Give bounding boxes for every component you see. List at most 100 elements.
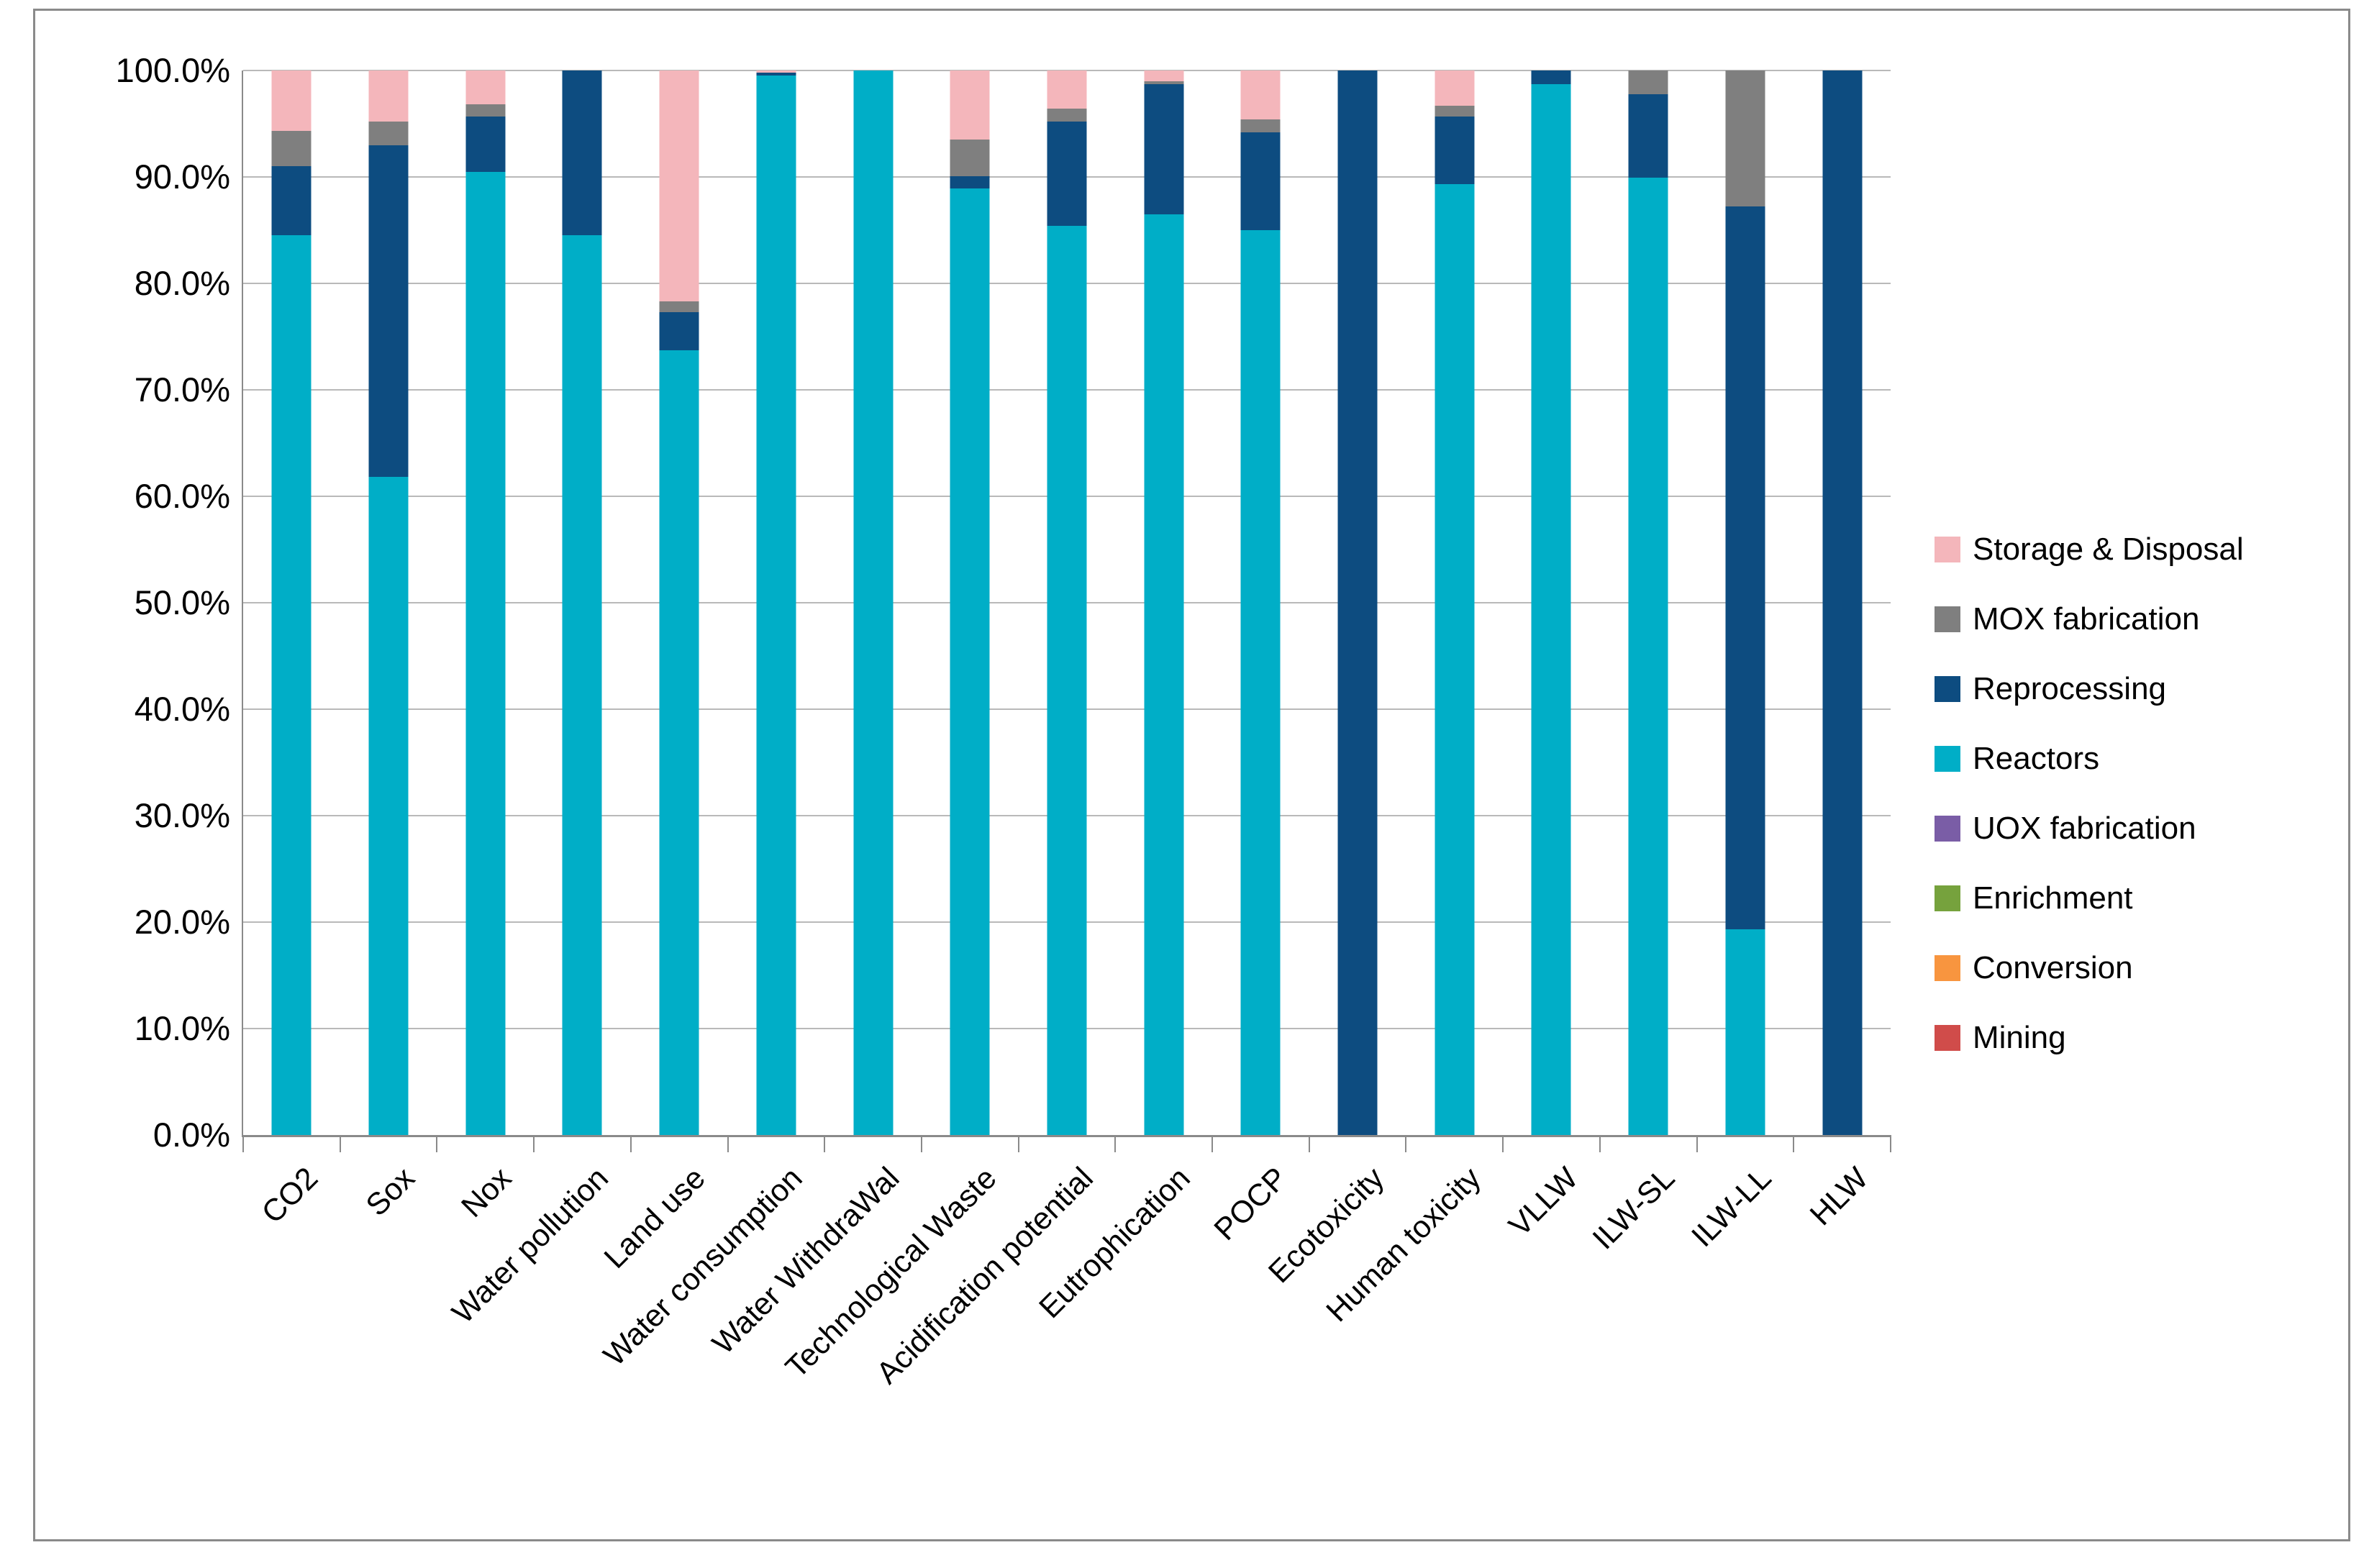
segment-mox-fabrication-land-use bbox=[659, 301, 699, 312]
segment-reactors-land-use bbox=[659, 350, 699, 1135]
category-slot-nox bbox=[437, 70, 534, 1135]
x-tick-10 bbox=[1211, 1135, 1213, 1152]
y-axis-line bbox=[242, 70, 243, 1135]
legend: Storage & Disposal MOX fabrication Reproce… bbox=[1935, 514, 2244, 1072]
segment-storage-disposal-land-use bbox=[659, 70, 699, 302]
bar-water-pollution bbox=[562, 70, 602, 1135]
bar-land-use bbox=[659, 70, 699, 1135]
x-tick-11 bbox=[1309, 1135, 1310, 1152]
y-tick-label-60.0: 60.0% bbox=[134, 477, 230, 515]
segment-reprocessing-sox bbox=[368, 145, 409, 478]
x-tick-1 bbox=[340, 1135, 341, 1152]
x-axis-label-vllw: VLLW bbox=[1501, 1160, 1585, 1244]
legend-swatch-reactors bbox=[1935, 745, 1960, 772]
category-slot-technological-waste bbox=[922, 70, 1019, 1135]
segment-reactors-acidification-potential bbox=[1047, 226, 1087, 1135]
segment-reprocessing-vllw bbox=[1531, 70, 1571, 85]
y-tick-label-90.0: 90.0% bbox=[134, 158, 230, 196]
bar-technological-waste bbox=[950, 70, 990, 1135]
segment-mox-fabrication-acidification-potential bbox=[1047, 109, 1087, 122]
category-slot-pocp bbox=[1212, 70, 1309, 1135]
segment-reprocessing-technological-waste bbox=[950, 176, 990, 189]
legend-item-uox-fabrication: UOX fabrication bbox=[1935, 793, 2244, 863]
x-tick-7 bbox=[921, 1135, 922, 1152]
x-tick-2 bbox=[436, 1135, 437, 1152]
segment-reprocessing-ilw-ll bbox=[1725, 206, 1765, 930]
category-slot-co2 bbox=[243, 70, 340, 1135]
segment-mox-fabrication-sox bbox=[368, 122, 409, 145]
segment-mox-fabrication-ilw-ll bbox=[1725, 70, 1765, 207]
x-tick-3 bbox=[533, 1135, 535, 1152]
segment-mox-fabrication-technological-waste bbox=[950, 140, 990, 176]
gridline-100.0 bbox=[243, 70, 1891, 71]
segment-reprocessing-ilw-sl bbox=[1628, 94, 1668, 178]
legend-swatch-mox-fabrication bbox=[1935, 606, 1960, 632]
segment-mox-fabrication-eutrophication bbox=[1144, 81, 1184, 85]
category-slot-ecotoxicity bbox=[1309, 70, 1406, 1135]
segment-mox-fabrication-ilw-sl bbox=[1628, 70, 1668, 94]
legend-item-mox-fabrication: MOX fabrication bbox=[1935, 584, 2244, 654]
segment-reprocessing-acidification-potential bbox=[1047, 122, 1087, 227]
x-axis-label-nox: Nox bbox=[455, 1160, 519, 1224]
segment-storage-disposal-eutrophication bbox=[1144, 70, 1184, 81]
segment-storage-disposal-acidification-potential bbox=[1047, 70, 1087, 109]
segment-reprocessing-hlw bbox=[1822, 70, 1863, 1135]
plot-area: 100.0% 90.0% 80.0% 70.0% 60.0% 50.0% 40.0% 30.0… bbox=[116, 53, 1891, 1390]
category-slot-human-toxicity bbox=[1406, 70, 1503, 1135]
bar-sox bbox=[368, 70, 409, 1135]
bar-vllw bbox=[1531, 70, 1571, 1135]
y-tick-label-100.0: 100.0% bbox=[115, 51, 230, 89]
legend-item-reactors: Reactors bbox=[1935, 724, 2244, 793]
segment-storage-disposal-pocp bbox=[1240, 70, 1281, 120]
legend-label-enrichment: Enrichment bbox=[1973, 880, 2133, 916]
segment-reactors-eutrophication bbox=[1144, 214, 1184, 1135]
segment-reactors-sox bbox=[368, 477, 409, 1135]
x-axis-line bbox=[242, 1135, 1891, 1137]
segment-reactors-water-withdrawal bbox=[853, 70, 894, 1135]
category-slot-acidification-potential bbox=[1019, 70, 1116, 1135]
category-slot-vllw bbox=[1503, 70, 1600, 1135]
bar-water-withdrawal bbox=[853, 70, 894, 1135]
segment-reprocessing-water-consumption bbox=[756, 72, 796, 76]
legend-label-mox-fabrication: MOX fabrication bbox=[1973, 601, 2200, 637]
bar-human-toxicity bbox=[1435, 70, 1475, 1135]
y-tick-label-40.0: 40.0% bbox=[134, 690, 230, 728]
segment-reprocessing-water-pollution bbox=[562, 70, 602, 236]
x-axis-label-co2: CO2 bbox=[255, 1160, 325, 1231]
x-tick-6 bbox=[824, 1135, 825, 1152]
legend-item-conversion: Conversion bbox=[1935, 933, 2244, 1003]
segment-reactors-water-pollution bbox=[562, 235, 602, 1135]
category-slot-eutrophication bbox=[1115, 70, 1212, 1135]
bar-eutrophication bbox=[1144, 70, 1184, 1135]
segment-reprocessing-pocp bbox=[1240, 132, 1281, 230]
segment-storage-disposal-co2 bbox=[271, 70, 312, 132]
category-slot-ilw-sl bbox=[1600, 70, 1697, 1135]
chart-figure: 100.0% 90.0% 80.0% 70.0% 60.0% 50.0% 40.0% 30.0… bbox=[33, 9, 2350, 1541]
segment-storage-disposal-sox bbox=[368, 70, 409, 122]
y-tick-label-20.0: 20.0% bbox=[134, 903, 230, 941]
x-axis-label-hlw: HLW bbox=[1804, 1160, 1876, 1233]
segment-reactors-technological-waste bbox=[950, 188, 990, 1135]
segment-storage-disposal-technological-waste bbox=[950, 70, 990, 140]
segment-reprocessing-nox bbox=[465, 116, 506, 172]
bar-nox bbox=[465, 70, 506, 1135]
segment-reprocessing-co2 bbox=[271, 166, 312, 236]
legend-swatch-conversion bbox=[1935, 954, 1960, 981]
legend-swatch-storage-disposal bbox=[1935, 536, 1960, 562]
x-tick-9 bbox=[1114, 1135, 1116, 1152]
legend-item-reprocessing: Reprocessing bbox=[1935, 654, 2244, 724]
x-axis-label-ilw-sl: ILW-SL bbox=[1586, 1160, 1682, 1257]
legend-swatch-uox-fabrication bbox=[1935, 815, 1960, 842]
segment-mox-fabrication-co2 bbox=[271, 131, 312, 167]
x-tick-17 bbox=[1890, 1135, 1891, 1152]
segment-reactors-nox bbox=[465, 171, 506, 1135]
segment-reprocessing-ecotoxicity bbox=[1337, 70, 1378, 1135]
segment-reprocessing-eutrophication bbox=[1144, 84, 1184, 214]
segment-storage-disposal-human-toxicity bbox=[1435, 70, 1475, 106]
legend-label-storage-disposal: Storage & Disposal bbox=[1973, 531, 2244, 567]
segment-reactors-co2 bbox=[271, 235, 312, 1135]
category-slot-water-withdrawal bbox=[824, 70, 922, 1135]
bars-layer bbox=[243, 70, 1891, 1135]
segment-reactors-water-consumption bbox=[756, 76, 796, 1135]
segment-reactors-ilw-ll bbox=[1725, 929, 1765, 1135]
